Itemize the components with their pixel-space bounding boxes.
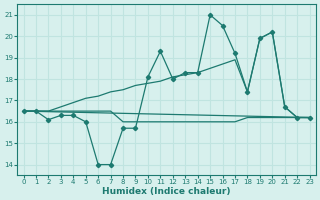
X-axis label: Humidex (Indice chaleur): Humidex (Indice chaleur) [102,187,231,196]
